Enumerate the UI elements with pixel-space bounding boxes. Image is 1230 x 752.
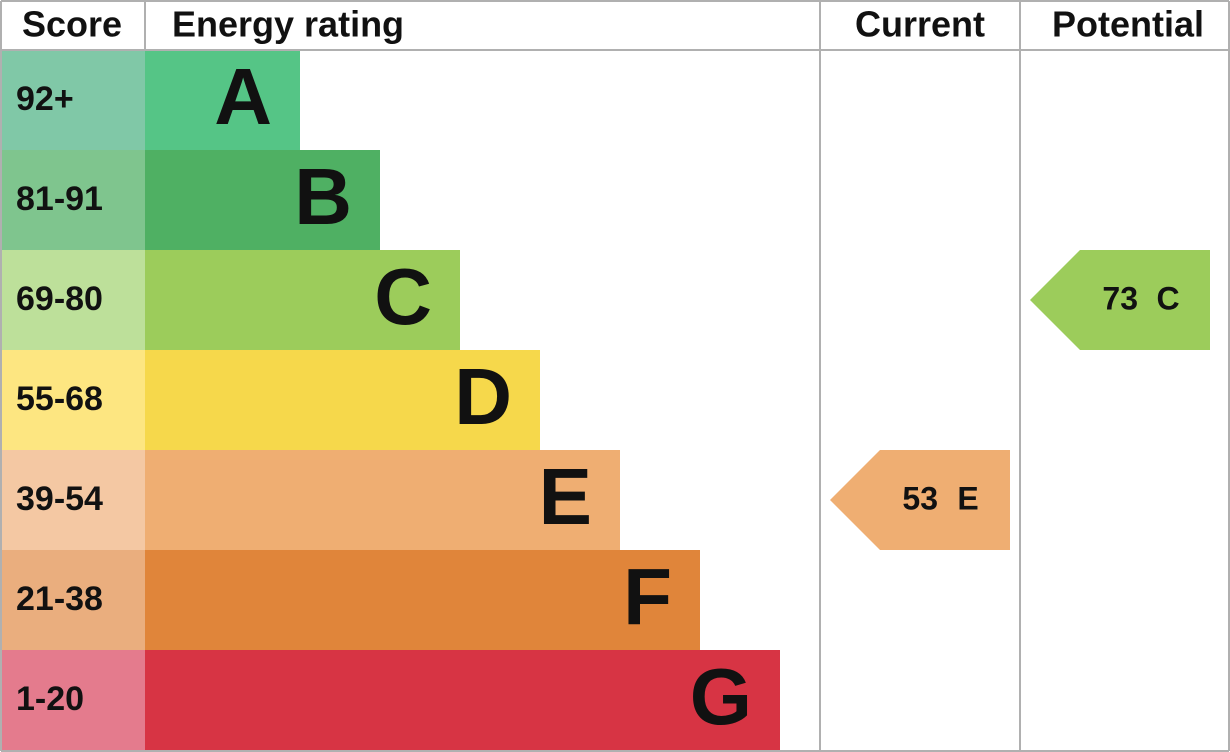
potential-letter: C xyxy=(1156,280,1179,316)
score-label: 69-80 xyxy=(16,280,103,318)
score-cell xyxy=(0,350,145,450)
header-potential: Potential xyxy=(1052,4,1204,45)
current-letter: E xyxy=(957,480,978,516)
score-cell xyxy=(0,450,145,550)
rating-bar xyxy=(145,150,380,250)
score-label: 55-68 xyxy=(16,380,103,418)
potential-arrow xyxy=(1030,250,1210,350)
header-score: Score xyxy=(22,4,122,45)
score-label: 39-54 xyxy=(16,480,103,518)
bands: 92+ A 81-91 B 69-80 C 55-68 D 39-54 E 21-38 F 1-20 G xyxy=(0,50,780,750)
rating-letter: F xyxy=(623,552,672,641)
rating-letter: C xyxy=(374,252,432,341)
potential-value: 73 xyxy=(1102,280,1138,316)
rating-letter: D xyxy=(454,352,512,441)
current-arrow xyxy=(830,450,1010,550)
current-value: 53 xyxy=(902,480,938,516)
rating-bar xyxy=(145,250,460,350)
score-label: 1-20 xyxy=(16,680,84,718)
score-label: 92+ xyxy=(16,80,74,118)
score-cell xyxy=(0,650,145,750)
score-cell xyxy=(0,550,145,650)
score-cell xyxy=(0,50,145,150)
header-current: Current xyxy=(855,4,985,45)
header-rating: Energy rating xyxy=(172,4,404,45)
rating-letter: A xyxy=(214,52,272,141)
score-cell xyxy=(0,250,145,350)
rating-letter: E xyxy=(539,452,592,541)
arrows: 53 E 73 C xyxy=(830,250,1210,550)
score-cell xyxy=(0,150,145,250)
rating-letter: B xyxy=(294,152,352,241)
score-label: 81-91 xyxy=(16,180,103,218)
rating-bar xyxy=(145,550,700,650)
rating-bar xyxy=(145,450,620,550)
rating-letter: G xyxy=(690,652,752,741)
rating-bar xyxy=(145,650,780,750)
rating-bar xyxy=(145,50,300,150)
score-label: 21-38 xyxy=(16,580,103,618)
rating-bar xyxy=(145,350,540,450)
